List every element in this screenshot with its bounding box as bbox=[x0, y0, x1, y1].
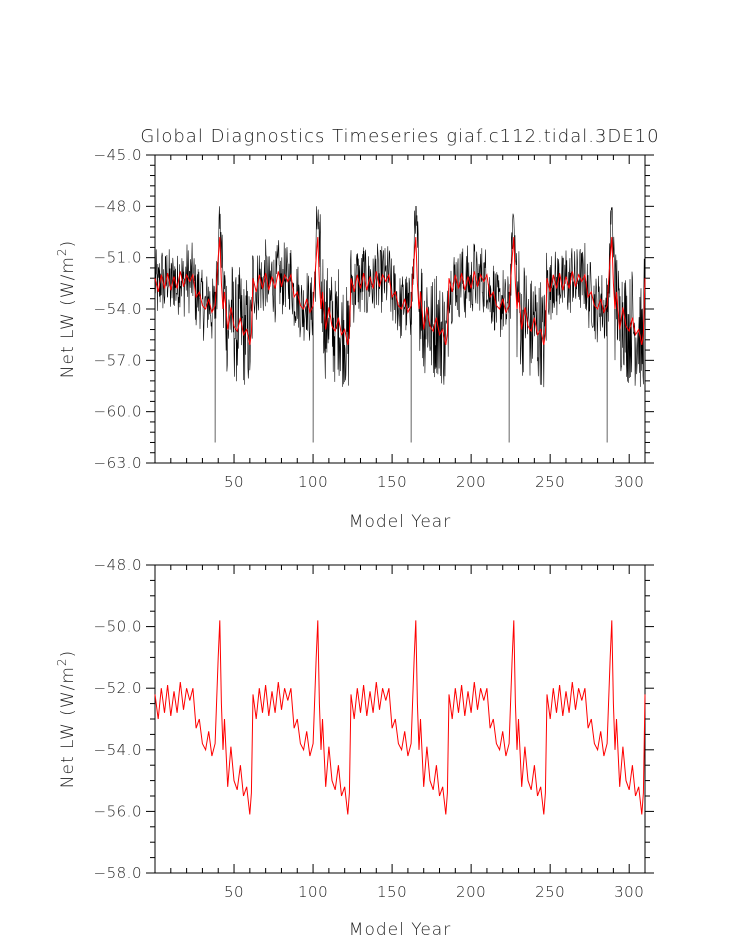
y-axis-label-sup: 2 bbox=[55, 657, 69, 666]
y-axis-label-end: ) bbox=[58, 650, 78, 658]
x-tick-label: 300 bbox=[614, 883, 644, 901]
y-axis-label: Net LW (W/m2) bbox=[55, 650, 78, 788]
y-axis-label: Net LW (W/m2) bbox=[55, 240, 78, 378]
x-tick-label: 50 bbox=[224, 883, 244, 901]
y-tick-label: −54.0 bbox=[94, 741, 142, 759]
y-axis-label-sup: 2 bbox=[55, 247, 69, 256]
x-tick-label: 200 bbox=[456, 883, 486, 901]
x-tick-label: 200 bbox=[456, 473, 486, 491]
x-tick-label: 150 bbox=[377, 883, 407, 901]
y-tick-label: −52.0 bbox=[94, 679, 142, 697]
x-tick-label: 150 bbox=[377, 473, 407, 491]
axis-ticks: 50 100 150 200 250 300 −63.0 −60.0 −57.0 −54.0 −51… bbox=[94, 146, 654, 491]
y-tick-label: −57.0 bbox=[94, 351, 142, 369]
top-panel: Global Diagnostics Timeseries giaf.c112.… bbox=[55, 126, 659, 532]
plot-frame bbox=[154, 564, 646, 874]
y-axis-label-end: ) bbox=[58, 240, 78, 248]
x-axis-label: Model Year bbox=[349, 920, 451, 940]
series-line-red bbox=[154, 237, 646, 346]
x-tick-label: 50 bbox=[224, 473, 244, 491]
axis-ticks: 50 100 150 200 250 300 −58.0 −56.0 −54.0 −52.0 −50… bbox=[94, 556, 654, 901]
y-tick-label: −60.0 bbox=[94, 403, 142, 421]
y-tick-label: −48.0 bbox=[94, 556, 142, 574]
series-group bbox=[154, 620, 646, 815]
x-tick-label: 250 bbox=[535, 883, 565, 901]
x-tick-label: 100 bbox=[298, 473, 328, 491]
series-group bbox=[154, 206, 646, 443]
y-axis-label-base: Net LW (W/m bbox=[58, 666, 78, 788]
y-axis-label-base: Net LW (W/m bbox=[58, 256, 78, 378]
y-tick-label: −56.0 bbox=[94, 802, 142, 820]
x-axis-label: Model Year bbox=[349, 512, 451, 532]
y-tick-label: −48.0 bbox=[94, 197, 142, 215]
y-tick-label: −45.0 bbox=[94, 146, 142, 164]
bottom-panel: 50 100 150 200 250 300 −58.0 −56.0 −54.0 −52.0 −50… bbox=[55, 556, 654, 940]
y-tick-label: −58.0 bbox=[94, 864, 142, 882]
y-tick-label: −54.0 bbox=[94, 300, 142, 318]
series-line-black bbox=[154, 206, 646, 443]
series-line-red bbox=[154, 620, 646, 815]
x-tick-label: 100 bbox=[298, 883, 328, 901]
y-tick-label: −50.0 bbox=[94, 618, 142, 636]
y-tick-label: −63.0 bbox=[94, 454, 142, 472]
chart-title: Global Diagnostics Timeseries giaf.c112.… bbox=[140, 126, 659, 147]
x-tick-label: 250 bbox=[535, 473, 565, 491]
y-tick-label: −51.0 bbox=[94, 249, 142, 267]
x-tick-label: 300 bbox=[614, 473, 644, 491]
